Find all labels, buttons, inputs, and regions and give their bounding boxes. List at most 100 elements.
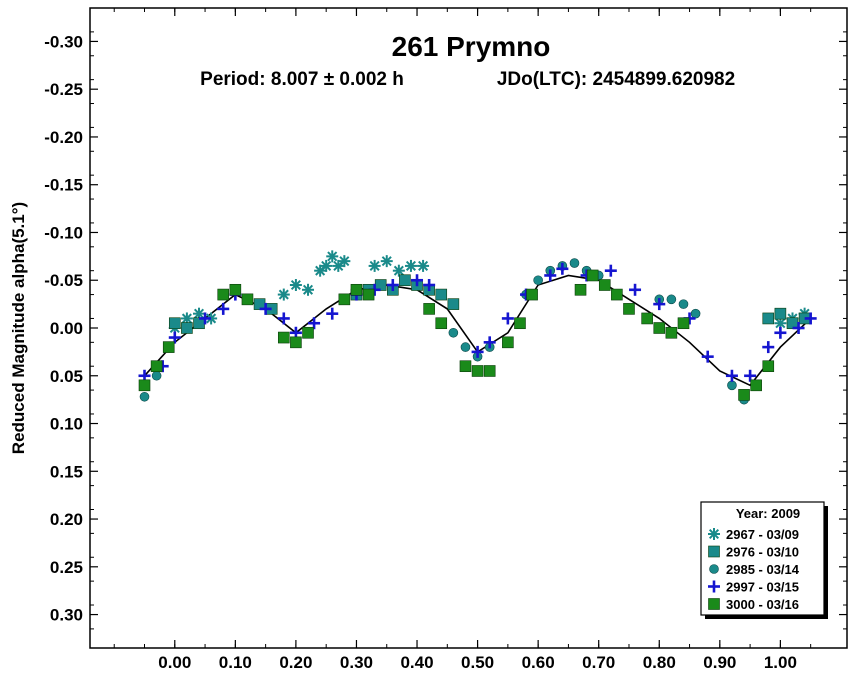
data-point-3000-03-16	[338, 293, 351, 306]
data-point-2997-03-15	[701, 350, 714, 363]
legend-label-2967-03-09: 2967 - 03/09	[726, 527, 799, 542]
data-point-2997-03-15	[629, 283, 642, 296]
data-point-2997-03-15	[544, 269, 557, 282]
data-point-2997-03-15	[259, 302, 272, 315]
data-point-2997-03-15	[168, 331, 181, 344]
data-point-2997-03-15	[471, 345, 484, 358]
data-point-2997-03-15	[653, 298, 666, 311]
data-point-3000-03-16	[738, 389, 750, 401]
data-point-3000-03-16	[138, 379, 151, 392]
y-tick-label: 0.25	[50, 558, 83, 577]
x-tick-label: 0.80	[643, 653, 676, 672]
legend-marker-2976-03-10	[708, 545, 720, 558]
axis-ticks: -0.30 -0.25 -0.20 -0.15 -0.10 -0.05 0.00 0.05 0.…	[44, 7, 847, 672]
data-point-2976-03-10	[762, 312, 775, 325]
legend-label-2985-03-14: 2985 - 03/14	[726, 562, 800, 577]
data-point-2967-03-09	[404, 259, 417, 272]
data-point-3000-03-16	[150, 360, 163, 373]
chart-subtitle-period: Period: 8.007 ± 0.002 h	[200, 69, 404, 90]
data-point-3000-03-16	[162, 341, 175, 353]
data-point-3000-03-16	[598, 279, 611, 291]
data-point-2997-03-15	[762, 341, 775, 354]
data-point-2997-03-15	[556, 262, 569, 275]
y-tick-label: -0.15	[44, 176, 83, 195]
x-tick-label: 0.90	[703, 653, 736, 672]
y-tick-label: -0.30	[44, 32, 83, 51]
data-point-3000-03-16	[241, 293, 254, 306]
legend-label-2997-03-15: 2997 - 03/15	[726, 580, 799, 595]
y-tick-label: 0.05	[50, 367, 83, 386]
y-axis-label: Reduced Magnitude alpha(5.1°)	[9, 202, 28, 454]
data-point-2967-03-09	[392, 264, 405, 277]
data-point-2997-03-15	[725, 369, 738, 382]
data-point-3000-03-16	[526, 288, 538, 301]
data-point-2985-03-14	[151, 370, 162, 381]
data-point-2967-03-09	[338, 255, 351, 268]
data-point-3000-03-16	[229, 283, 242, 296]
legend-marker-2967-03-09	[708, 528, 720, 540]
y-tick-label: -0.05	[44, 271, 83, 290]
data-point-2997-03-15	[411, 274, 424, 287]
data-point-3000-03-16	[502, 336, 514, 349]
data-point-3000-03-16	[459, 360, 472, 373]
data-point-2967-03-09	[320, 259, 333, 272]
legend: Year: 2009 2967 - 03/09 2976 - 03/10 2985 …	[700, 501, 828, 619]
x-tick-label: 0.30	[340, 653, 373, 672]
data-point-2997-03-15	[604, 264, 617, 277]
data-point-3000-03-16	[423, 303, 435, 315]
legend-marker-2985-03-14	[709, 564, 719, 574]
legend-title: Year: 2009	[736, 506, 800, 521]
y-tick-label: 0.00	[50, 319, 83, 338]
data-points	[138, 250, 817, 405]
legend-label-3000-03-16: 3000 - 03/16	[726, 597, 799, 612]
data-point-3000-03-16	[586, 269, 599, 282]
data-point-3000-03-16	[677, 317, 690, 330]
x-tick-label: 0.50	[461, 653, 494, 672]
data-point-2967-03-09	[205, 312, 218, 325]
data-point-2997-03-15	[744, 369, 757, 382]
chart-subtitle-epoch: JDo(LTC): 2454899.620982	[497, 69, 735, 90]
chart-title: 261 Prymno	[392, 31, 551, 62]
data-point-3000-03-16	[290, 336, 302, 349]
data-point-2985-03-14	[690, 308, 701, 319]
data-point-2985-03-14	[460, 342, 471, 352]
data-point-2997-03-15	[308, 317, 321, 330]
data-point-3000-03-16	[623, 303, 635, 315]
y-tick-label: -0.20	[44, 128, 83, 147]
data-point-3000-03-16	[514, 317, 526, 330]
y-tick-label: 0.20	[50, 510, 83, 529]
y-tick-label: 0.30	[50, 606, 83, 625]
x-tick-label: 0.10	[219, 653, 252, 672]
data-point-3000-03-16	[362, 288, 375, 301]
y-tick-label: 0.10	[50, 415, 83, 434]
legend-entries: 2967 - 03/09 2976 - 03/10 2985 - 03/14 2997…	[708, 527, 800, 612]
legend-label-2976-03-10: 2976 - 03/10	[726, 545, 799, 560]
data-point-3000-03-16	[611, 288, 623, 301]
data-point-3000-03-16	[762, 360, 775, 373]
data-point-2997-03-15	[804, 312, 817, 325]
data-point-2976-03-10	[774, 307, 787, 320]
data-point-2997-03-15	[792, 322, 805, 334]
data-point-3000-03-16	[574, 283, 587, 296]
x-tick-label: 0.60	[522, 653, 555, 672]
legend-marker-2997-03-15	[708, 580, 720, 593]
x-tick-label: 0.00	[158, 653, 191, 672]
data-point-2967-03-09	[368, 259, 381, 272]
data-point-3000-03-16	[665, 326, 678, 339]
data-point-2967-03-09	[302, 283, 315, 296]
data-point-2985-03-14	[139, 391, 150, 402]
data-point-2985-03-14	[666, 294, 677, 305]
data-point-2976-03-10	[435, 288, 448, 301]
data-point-3000-03-16	[471, 365, 484, 377]
data-point-3000-03-16	[641, 312, 653, 325]
data-point-2997-03-15	[774, 326, 787, 339]
data-point-2985-03-14	[678, 299, 689, 309]
x-tick-label: 1.00	[764, 653, 797, 672]
data-point-3000-03-16	[350, 283, 363, 296]
data-point-2985-03-14	[569, 258, 580, 268]
data-point-2976-03-10	[447, 298, 460, 310]
data-point-2985-03-14	[448, 327, 459, 338]
data-point-2967-03-09	[326, 250, 339, 263]
data-point-2967-03-09	[417, 259, 430, 272]
data-point-2997-03-15	[199, 312, 212, 325]
